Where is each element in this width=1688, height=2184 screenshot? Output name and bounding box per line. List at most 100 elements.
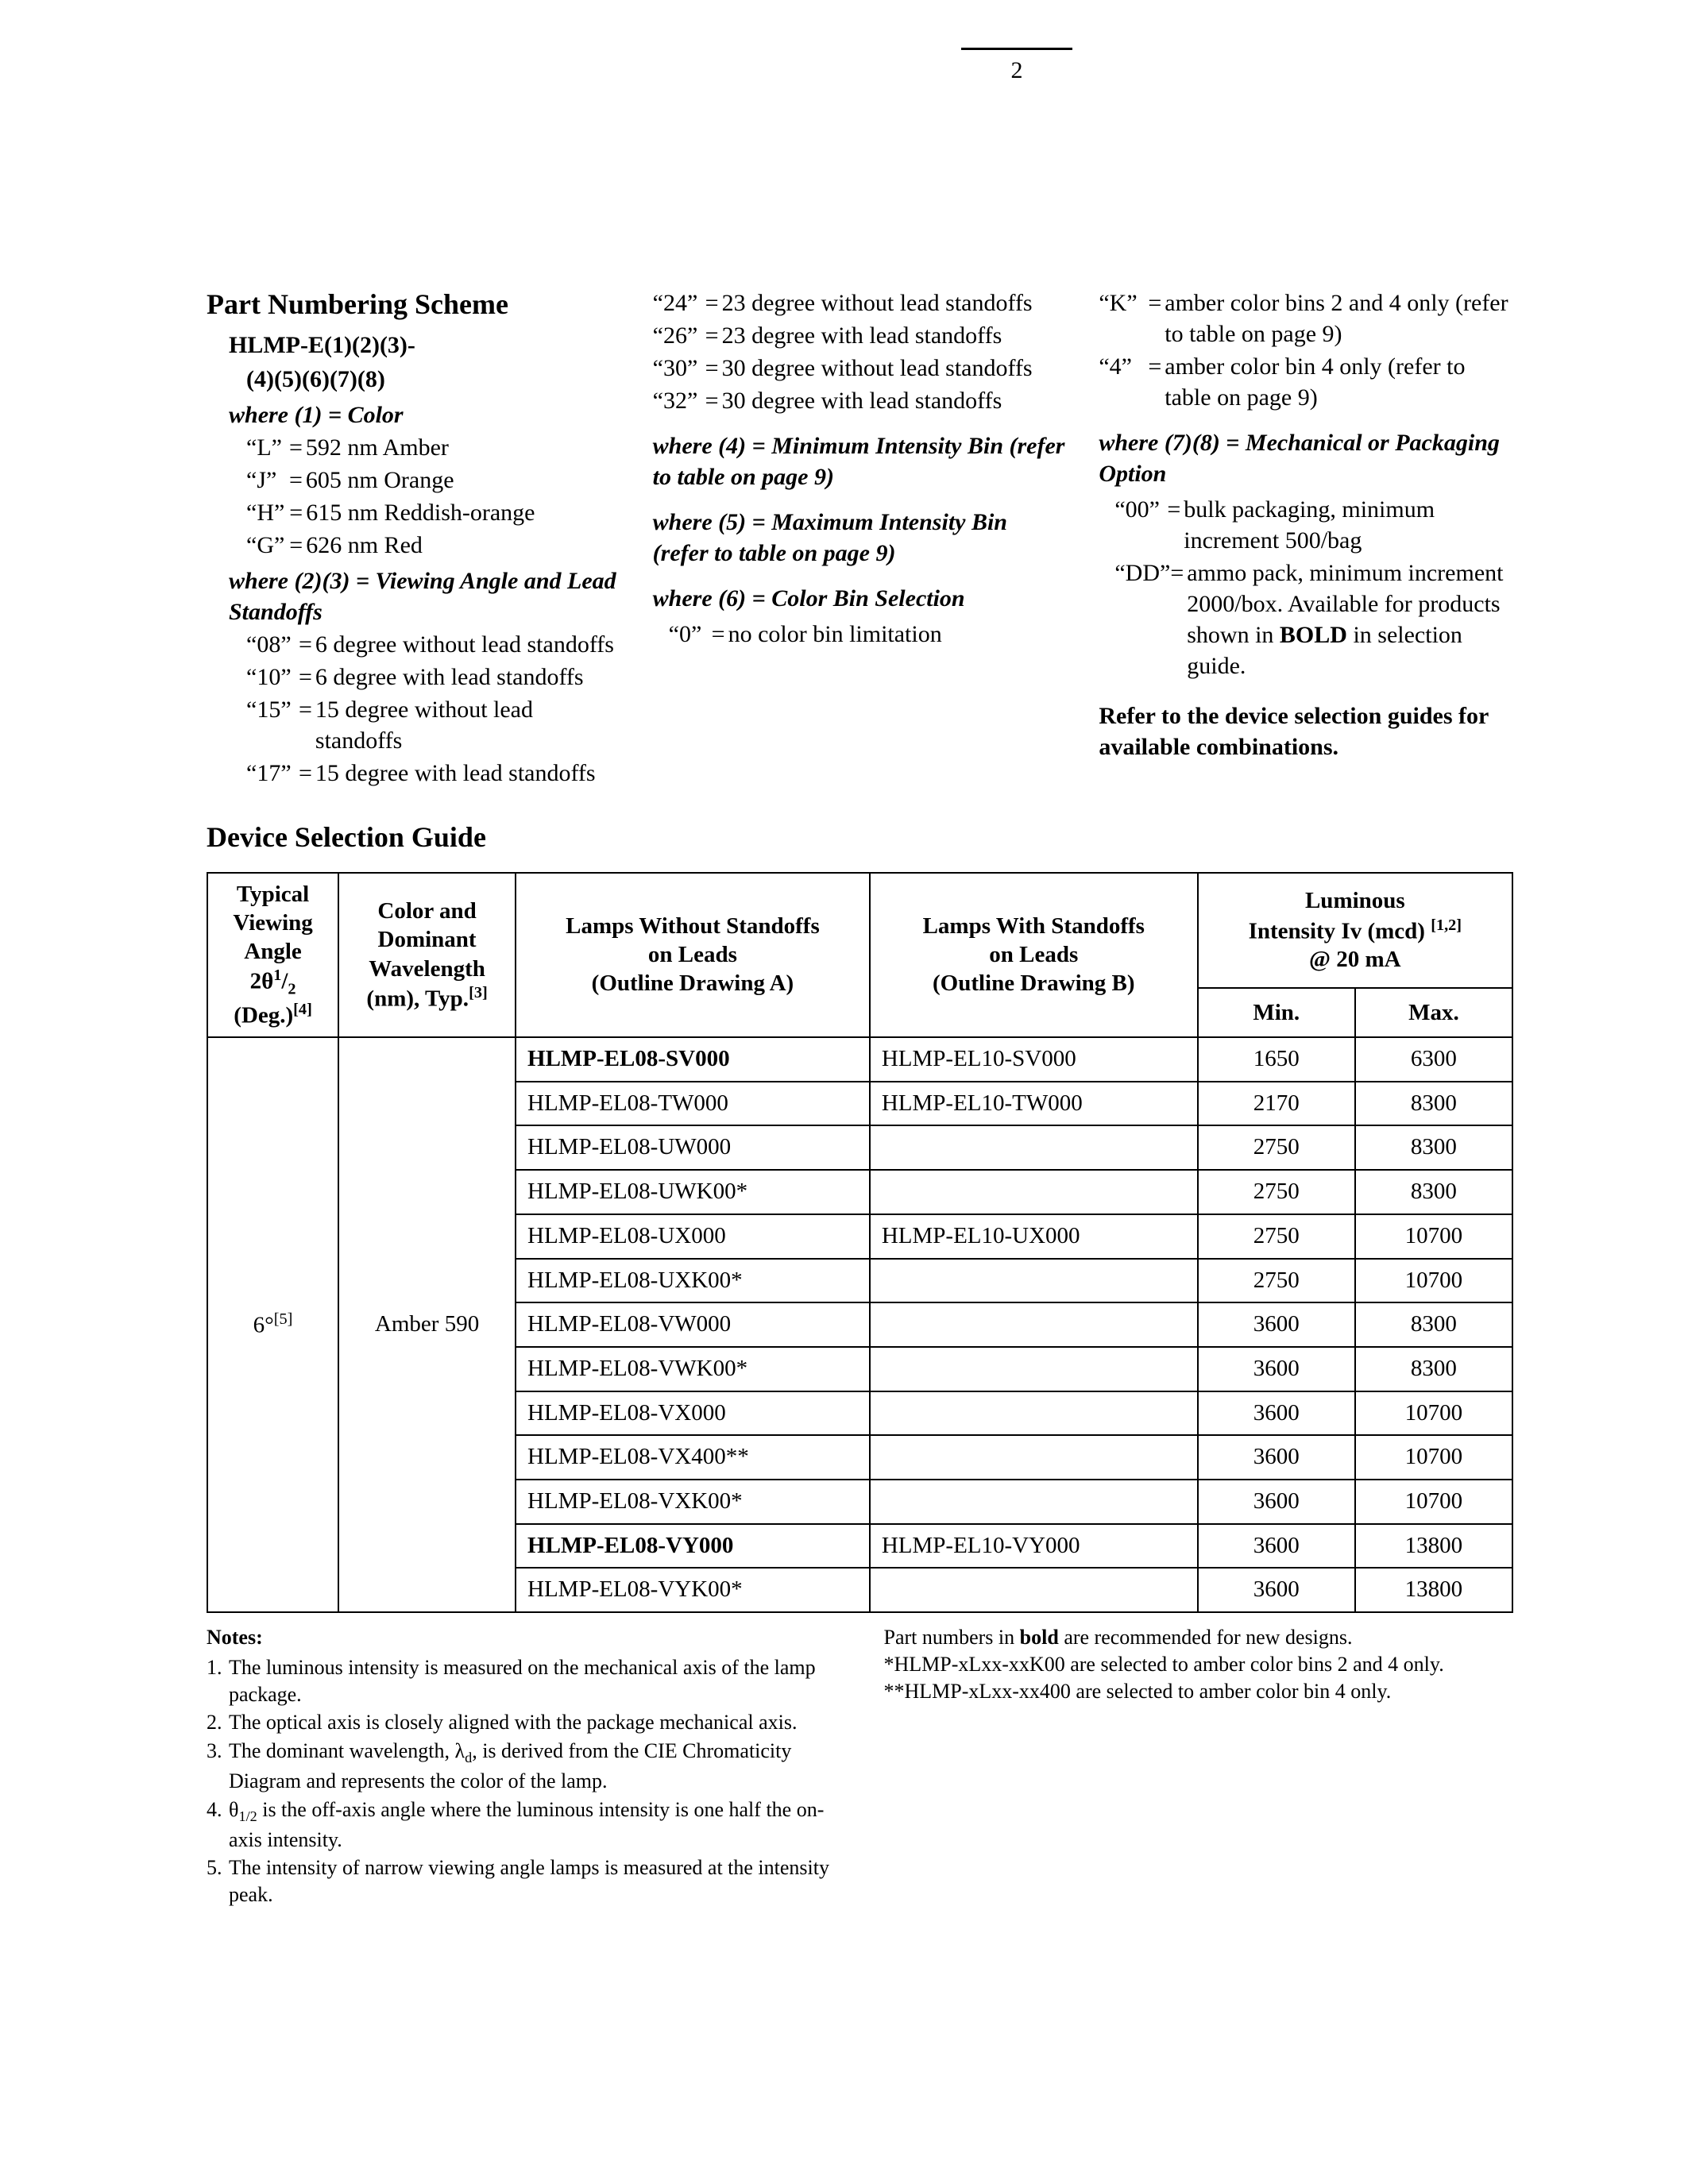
note-item: 5.The intensity of narrow viewing angle … xyxy=(207,1854,836,1908)
cell-max: 13800 xyxy=(1355,1524,1512,1569)
col-2: “24”=23 degree without lead standoffs“26… xyxy=(653,286,1068,790)
cell-part-a: HLMP-EL08-UW000 xyxy=(516,1125,870,1170)
def-value: 626 nm Red xyxy=(306,530,620,561)
th-color: Color andDominantWavelength(nm), Typ.[3] xyxy=(338,873,516,1037)
cell-min: 2170 xyxy=(1198,1082,1355,1126)
cell-max: 8300 xyxy=(1355,1125,1512,1170)
cell-part-a: HLMP-EL08-SV000 xyxy=(516,1037,870,1082)
def-value: ammo pack, minimum increment 2000/box. A… xyxy=(1187,558,1513,681)
def-value: 605 nm Orange xyxy=(306,465,621,496)
cell-part-b: HLMP-EL10-TW000 xyxy=(870,1082,1198,1126)
page: 2 Part Numbering Scheme HLMP-E(1)(2)(3)-… xyxy=(0,0,1688,2184)
def-equals: = xyxy=(284,465,306,496)
cell-part-a: HLMP-EL08-UWK00* xyxy=(516,1170,870,1214)
cell-max: 10700 xyxy=(1355,1435,1512,1480)
scheme-heading: Part Numbering Scheme xyxy=(207,286,621,323)
cell-part-b xyxy=(870,1302,1198,1347)
def-value: 30 degree with lead standoffs xyxy=(722,385,1068,416)
th-without: Lamps Without Standoffson Leads(Outline … xyxy=(516,873,870,1037)
note-item: 1.The luminous intensity is measured on … xyxy=(207,1654,836,1708)
cell-min: 1650 xyxy=(1198,1037,1355,1082)
cell-max: 13800 xyxy=(1355,1568,1512,1612)
cell-min: 2750 xyxy=(1198,1259,1355,1303)
cell-max: 8300 xyxy=(1355,1302,1512,1347)
note-text: The dominant wavelength, λd, is derived … xyxy=(229,1738,836,1795)
packaging-defs: “00”=bulk packaging, minimum increment 5… xyxy=(1099,494,1513,681)
cell-max: 6300 xyxy=(1355,1037,1512,1082)
def-value: 23 degree with lead standoffs xyxy=(722,320,1068,351)
cell-part-a: HLMP-EL08-TW000 xyxy=(516,1082,870,1126)
where-78: where (7)(8) = Mechanical or Packaging O… xyxy=(1099,427,1513,489)
def-equals: = xyxy=(701,287,722,318)
def-equals: = xyxy=(701,353,722,384)
def-value: bulk packaging, minimum increment 500/ba… xyxy=(1184,494,1513,556)
def-key: “4” xyxy=(1099,351,1143,382)
th-lum: LuminousIntensity Iv (mcd) [1,2]@ 20 mA xyxy=(1198,873,1512,989)
cell-angle: 6°[5] xyxy=(207,1037,338,1612)
cell-part-b xyxy=(870,1170,1198,1214)
selection-table: TypicalViewingAngle2θ1/2(Deg.)[4] Color … xyxy=(207,872,1513,1613)
cell-part-a: HLMP-EL08-VXK00* xyxy=(516,1480,870,1524)
pattern-line-2: (4)(5)(6)(7)(8) xyxy=(207,364,621,395)
color-defs: “L”=592 nm Amber“J”=605 nm Orange“H”=615… xyxy=(207,432,621,561)
angle-defs-a: “08”=6 degree without lead standoffs“10”… xyxy=(207,629,621,789)
def-value: amber color bins 2 and 4 only (refer to … xyxy=(1165,287,1513,349)
def-key: “L” xyxy=(246,432,284,463)
content: Part Numbering Scheme HLMP-E(1)(2)(3)- (… xyxy=(207,286,1513,1910)
def-value: 15 degree without lead standoffs xyxy=(315,694,621,756)
def-equals: = xyxy=(284,432,306,463)
cell-max: 8300 xyxy=(1355,1170,1512,1214)
pattern-line-1: HLMP-E(1)(2)(3)- xyxy=(207,330,621,361)
where-1: where (1) = Color xyxy=(207,399,621,430)
closing-note: Refer to the device selection guides for… xyxy=(1099,700,1513,762)
def-row: “15”=15 degree without lead standoffs xyxy=(246,694,621,756)
table-row: 6°[5]Amber 590HLMP-EL08-SV000HLMP-EL10-S… xyxy=(207,1037,1512,1082)
where-4: where (4) = Minimum Intensity Bin (refer… xyxy=(653,430,1068,492)
def-row: “10”=6 degree with lead standoffs xyxy=(246,662,621,693)
cell-max: 10700 xyxy=(1355,1391,1512,1436)
cell-max: 10700 xyxy=(1355,1259,1512,1303)
def-row: “17”=15 degree with lead standoffs xyxy=(246,758,621,789)
dsg-heading: Device Selection Guide xyxy=(207,819,1513,856)
def-row: “00”=bulk packaging, minimum increment 5… xyxy=(1114,494,1513,556)
note-item: 4.θ1/2 is the off-axis angle where the l… xyxy=(207,1796,836,1854)
def-key: “26” xyxy=(653,320,701,351)
page-number: 2 xyxy=(961,48,1072,86)
cell-part-a: HLMP-EL08-UX000 xyxy=(516,1214,870,1259)
def-row: “26”=23 degree with lead standoffs xyxy=(653,320,1068,351)
def-equals: = xyxy=(294,662,315,693)
def-value: 6 degree with lead standoffs xyxy=(315,662,621,693)
note-number: 5. xyxy=(207,1854,229,1908)
def-key: “15” xyxy=(246,694,294,725)
def-row: “0”=no color bin limitation xyxy=(669,619,1068,650)
def-row: “DD”=ammo pack, minimum increment 2000/b… xyxy=(1114,558,1513,681)
def-value: 30 degree without lead standoffs xyxy=(722,353,1068,384)
def-equals: = xyxy=(284,530,306,561)
def-row: “08”=6 degree without lead standoffs xyxy=(246,629,621,660)
selection-table-head: TypicalViewingAngle2θ1/2(Deg.)[4] Color … xyxy=(207,873,1512,1037)
cell-min: 2750 xyxy=(1198,1214,1355,1259)
cell-part-b: HLMP-EL10-UX000 xyxy=(870,1214,1198,1259)
def-key: “17” xyxy=(246,758,294,789)
colorbin-defs-a: “0”=no color bin limitation xyxy=(653,619,1068,650)
def-value: 592 nm Amber xyxy=(306,432,621,463)
notes-left: Notes: 1.The luminous intensity is measu… xyxy=(207,1624,836,1910)
def-row: “4”=amber color bin 4 only (refer to tab… xyxy=(1099,351,1513,413)
def-row: “L”=592 nm Amber xyxy=(246,432,621,463)
def-value: 23 degree without lead standoffs xyxy=(722,287,1068,318)
def-equals: = xyxy=(1162,494,1184,525)
th-angle: TypicalViewingAngle2θ1/2(Deg.)[4] xyxy=(207,873,338,1037)
def-value: amber color bin 4 only (refer to table o… xyxy=(1165,351,1513,413)
where-5: where (5) = Maximum Intensity Bin (refer… xyxy=(653,507,1068,569)
def-value: 15 degree with lead standoffs xyxy=(315,758,621,789)
cell-min: 3600 xyxy=(1198,1347,1355,1391)
th-min: Min. xyxy=(1198,988,1355,1037)
cell-part-b xyxy=(870,1568,1198,1612)
note-text: The optical axis is closely aligned with… xyxy=(229,1709,836,1736)
def-key: “H” xyxy=(246,497,284,528)
notes-heading: Notes: xyxy=(207,1624,836,1651)
where-6: where (6) = Color Bin Selection xyxy=(653,583,1068,614)
def-key: “08” xyxy=(246,629,294,660)
def-equals: = xyxy=(294,694,315,725)
cell-part-b xyxy=(870,1125,1198,1170)
